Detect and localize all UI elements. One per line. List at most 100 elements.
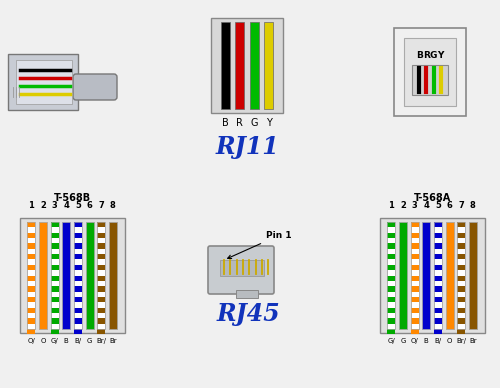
Text: O/: O/ (28, 338, 35, 344)
Bar (97, 308, 105, 313)
Bar (97, 297, 105, 302)
Text: 6: 6 (446, 201, 452, 211)
Bar (410, 222, 418, 227)
Bar (457, 329, 465, 334)
Text: 4: 4 (63, 201, 69, 211)
Bar (410, 222, 418, 329)
Bar (74, 275, 82, 281)
Bar (399, 222, 407, 329)
Text: O/: O/ (410, 338, 418, 344)
Bar (457, 222, 465, 329)
Bar (457, 308, 465, 313)
Bar (250, 22, 258, 109)
Polygon shape (16, 60, 72, 104)
Bar (50, 308, 58, 313)
Bar (387, 286, 395, 291)
Text: RJ11: RJ11 (215, 135, 279, 159)
Bar (457, 243, 465, 249)
Bar (434, 243, 442, 249)
Text: 2: 2 (40, 201, 46, 211)
Bar (434, 275, 442, 281)
Bar (387, 308, 395, 313)
Bar (457, 275, 465, 281)
Text: O: O (40, 338, 46, 344)
Bar (109, 222, 117, 329)
Text: Pin 1: Pin 1 (228, 231, 292, 258)
Text: T-568B: T-568B (54, 193, 90, 203)
Bar (50, 222, 58, 227)
Bar (97, 233, 105, 238)
Bar (380, 218, 484, 333)
Bar (97, 222, 105, 329)
Bar (62, 222, 70, 329)
Text: 7: 7 (98, 201, 104, 211)
Text: G/: G/ (388, 338, 395, 344)
Bar (412, 65, 448, 95)
Bar (387, 243, 395, 249)
Bar (410, 254, 418, 260)
Bar (97, 275, 105, 281)
Bar (434, 318, 442, 324)
Bar (264, 22, 273, 109)
Bar (50, 275, 58, 281)
Bar (387, 297, 395, 302)
Bar (410, 222, 418, 329)
Text: 8: 8 (470, 201, 476, 211)
Bar (97, 254, 105, 260)
Text: 1: 1 (28, 201, 34, 211)
Bar (39, 222, 47, 329)
Bar (387, 265, 395, 270)
Text: 3: 3 (52, 201, 58, 211)
Bar (434, 265, 442, 270)
Bar (404, 38, 456, 106)
Bar (410, 308, 418, 313)
Bar (97, 222, 105, 329)
Text: 4: 4 (423, 201, 429, 211)
Bar (74, 297, 82, 302)
Text: T-568A: T-568A (414, 193, 451, 203)
Text: B/: B/ (434, 338, 442, 344)
Bar (211, 18, 283, 113)
Bar (97, 265, 105, 270)
Bar (74, 233, 82, 238)
Bar (387, 318, 395, 324)
Bar (74, 254, 82, 260)
Text: Y: Y (266, 118, 272, 128)
Bar (387, 329, 395, 334)
Bar (422, 222, 430, 329)
Bar (50, 329, 58, 334)
Text: R: R (236, 118, 243, 128)
Bar (434, 329, 442, 334)
Bar (97, 329, 105, 334)
Bar (27, 222, 35, 227)
Text: B: B (64, 338, 68, 344)
Text: R: R (423, 51, 430, 60)
Bar (410, 286, 418, 291)
Bar (27, 308, 35, 313)
Bar (410, 275, 418, 281)
Bar (27, 286, 35, 291)
Bar (410, 329, 418, 334)
FancyBboxPatch shape (208, 246, 274, 294)
Bar (97, 243, 105, 249)
Bar (410, 243, 418, 249)
Bar (74, 329, 82, 334)
Bar (469, 222, 477, 329)
Text: RJ45: RJ45 (216, 302, 280, 326)
Bar (387, 222, 395, 329)
Bar (457, 222, 465, 329)
Bar (387, 222, 395, 227)
Bar (74, 265, 82, 270)
Text: Y: Y (438, 51, 444, 60)
Text: 7: 7 (458, 201, 464, 211)
Text: G: G (400, 338, 406, 344)
FancyBboxPatch shape (73, 74, 117, 100)
Bar (109, 222, 117, 329)
Bar (434, 222, 442, 227)
Bar (50, 222, 58, 329)
Bar (97, 222, 105, 227)
Bar (74, 222, 82, 227)
Text: B/: B/ (74, 338, 82, 344)
Bar (457, 286, 465, 291)
Text: Br: Br (469, 338, 476, 344)
